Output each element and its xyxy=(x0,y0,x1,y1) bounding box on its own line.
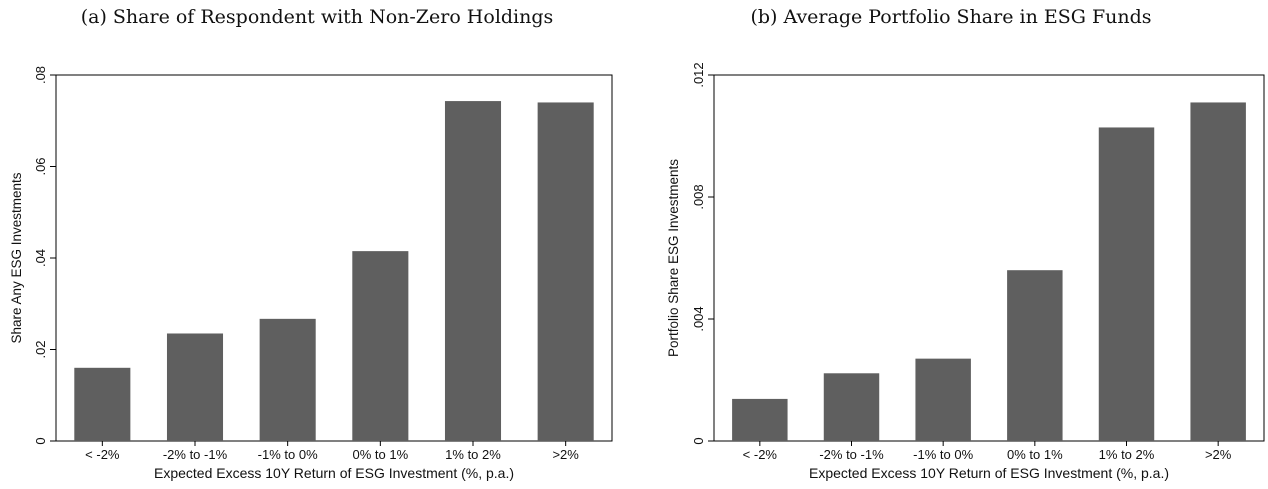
y-tick-label: .04 xyxy=(33,249,48,267)
plot-frame xyxy=(56,75,612,441)
x-tick-label: >2% xyxy=(1205,447,1232,462)
bar xyxy=(445,101,501,441)
plot-frame xyxy=(714,75,1264,441)
chart-panel-a: (a) Share of Respondent with Non-Zero Ho… xyxy=(0,0,634,489)
y-tick-label: 0 xyxy=(33,437,48,444)
chart-panel-b: (b) Average Portfolio Share in ESG Funds… xyxy=(634,0,1268,489)
x-tick-label: -1% to 0% xyxy=(258,447,318,462)
x-tick-label: < -2% xyxy=(743,447,778,462)
x-tick-label: 1% to 2% xyxy=(445,447,501,462)
x-tick-label: >2% xyxy=(552,447,579,462)
y-tick-label: .08 xyxy=(33,66,48,84)
y-tick-label: .004 xyxy=(691,306,706,331)
y-tick-label: .012 xyxy=(691,62,706,87)
y-tick-label: 0 xyxy=(691,437,706,444)
bar-chart-a: 0 .02 .04 .06 .08 Share Any ESG Investments < … xyxy=(0,0,634,489)
bar xyxy=(74,368,130,441)
x-tick-label: < -2% xyxy=(85,447,120,462)
x-tick-label: 0% to 1% xyxy=(1007,447,1063,462)
y-tick-label: .02 xyxy=(33,340,48,358)
y-axis-title: Share Any ESG Investments xyxy=(9,172,24,343)
y-tick-label: .008 xyxy=(691,184,706,209)
x-axis-title: Expected Excess 10Y Return of ESG Invest… xyxy=(809,465,1169,481)
x-axis-title: Expected Excess 10Y Return of ESG Invest… xyxy=(154,465,514,481)
x-tick-label: -1% to 0% xyxy=(913,447,973,462)
x-tick-label: 1% to 2% xyxy=(1099,447,1155,462)
x-tick-label: 0% to 1% xyxy=(353,447,409,462)
bar xyxy=(538,102,594,441)
bar xyxy=(167,333,223,441)
bar xyxy=(915,359,970,441)
bar xyxy=(1007,270,1062,441)
x-tick-label: -2% to -1% xyxy=(819,447,884,462)
bar xyxy=(824,373,879,441)
bar-chart-b: 0 .004 .008 .012 Portfolio Share ESG Investm… xyxy=(634,0,1268,489)
bar xyxy=(260,319,316,441)
bar xyxy=(732,399,787,441)
y-tick-label: .06 xyxy=(33,157,48,175)
x-tick-label: -2% to -1% xyxy=(163,447,228,462)
y-axis-title: Portfolio Share ESG Investments xyxy=(666,159,681,357)
bar xyxy=(1099,127,1154,441)
bar xyxy=(352,251,408,441)
bar xyxy=(1190,102,1245,441)
